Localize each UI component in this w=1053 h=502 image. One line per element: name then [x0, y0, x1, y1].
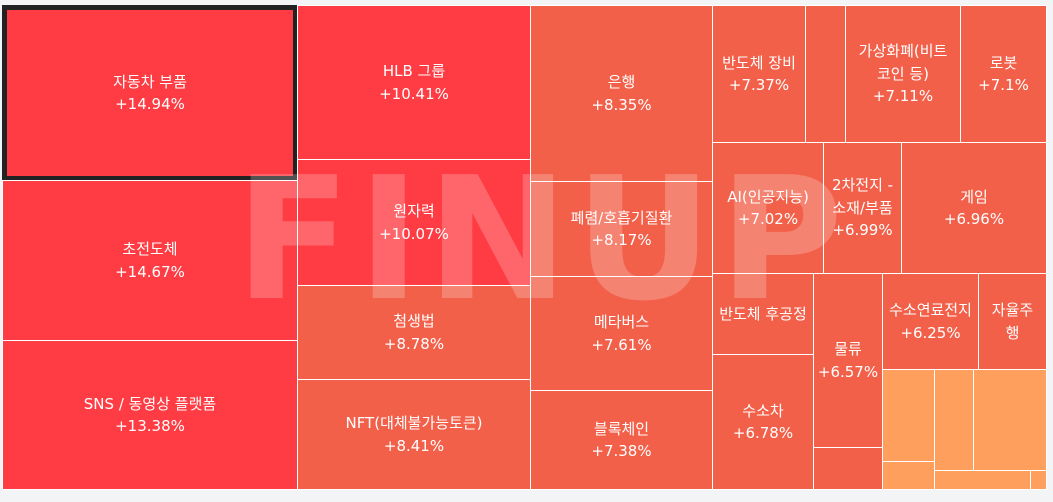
- tile-name: 가상화폐(비트코인 등): [858, 42, 948, 83]
- tile-name: 은행: [607, 73, 636, 91]
- tile-name: 메타버스: [593, 313, 650, 331]
- treemap-tile[interactable]: 블록체인 +7.38%: [530, 390, 713, 490]
- tile-value: +7.11%: [872, 87, 934, 106]
- treemap-tile[interactable]: [1030, 470, 1047, 490]
- treemap-tile[interactable]: [882, 461, 935, 490]
- treemap-tile[interactable]: HLB 그룹 +10.41%: [297, 5, 531, 160]
- tile-value: +8.78%: [383, 334, 445, 353]
- treemap-tile[interactable]: 은행 +8.35%: [530, 5, 713, 182]
- tile-name: HLB 그룹: [382, 62, 446, 80]
- tile-value: +6.96%: [943, 210, 1005, 228]
- tile-value: +10.41%: [379, 84, 449, 103]
- tile-value: +7.02%: [737, 210, 799, 228]
- treemap-tile[interactable]: 수소연료전지 +6.25%: [882, 273, 979, 370]
- tile-value: +14.67%: [115, 262, 185, 281]
- tile-name: 자동차 부품: [113, 72, 187, 91]
- tile-value: +6.78%: [732, 424, 794, 442]
- tile-value: +14.94%: [115, 95, 185, 113]
- tile-name: SNS / 동영상 플랫폼: [83, 394, 217, 413]
- treemap-tile[interactable]: 로봇 +7.1%: [960, 5, 1047, 143]
- treemap-tile[interactable]: AI(인공지능) +7.02%: [712, 142, 824, 274]
- tile-value: +8.35%: [591, 95, 652, 114]
- tile-name: 수소연료전지: [889, 301, 972, 319]
- treemap-tile[interactable]: [882, 369, 935, 462]
- treemap-tile[interactable]: 반도체 후공정: [712, 273, 814, 355]
- tile-name: 원자력: [393, 202, 435, 220]
- tile-name: 수소차: [742, 401, 784, 420]
- tile-value: +7.1%: [978, 76, 1029, 94]
- tile-name: 물류: [834, 340, 862, 358]
- tile-name: 2차전지 - 소재/부품: [831, 176, 894, 217]
- treemap-tile[interactable]: 물류 +6.57%: [813, 273, 883, 448]
- treemap-tile[interactable]: 폐렴/호흡기질환 +8.17%: [530, 181, 713, 277]
- treemap-tile[interactable]: 원자력 +10.07%: [297, 159, 531, 286]
- tile-value: +6.25%: [900, 323, 961, 342]
- tile-name: 첨생법: [393, 312, 435, 330]
- tile-name: 반도체 후공정: [719, 304, 807, 323]
- treemap-tile[interactable]: 첨생법 +8.78%: [297, 285, 531, 380]
- treemap-tile[interactable]: 반도체 장비 +7.37%: [712, 5, 806, 143]
- tile-value: +7.38%: [591, 442, 652, 460]
- treemap-tile[interactable]: [813, 447, 883, 490]
- treemap-tile[interactable]: [805, 5, 846, 143]
- treemap-tile[interactable]: [973, 369, 1047, 471]
- tile-value: +13.38%: [115, 417, 185, 435]
- tile-value: +10.07%: [379, 224, 449, 243]
- tile-value: +7.37%: [728, 76, 790, 94]
- tile-name: 초전도체: [122, 240, 178, 258]
- tile-name: NFT(대체불가능토큰): [345, 414, 483, 432]
- tile-name: 로봇: [989, 53, 1018, 72]
- tile-value: +6.99%: [832, 221, 893, 240]
- treemap-tile[interactable]: 2차전지 - 소재/부품 +6.99%: [823, 142, 902, 274]
- treemap-tile[interactable]: [934, 369, 974, 471]
- tile-name: 게임: [960, 187, 988, 206]
- treemap-tile[interactable]: 자율주행: [978, 273, 1047, 370]
- tile-value: +8.17%: [591, 231, 652, 249]
- treemap-tile[interactable]: SNS / 동영상 플랫폼 +13.38%: [2, 340, 298, 490]
- tile-value: +8.41%: [383, 436, 445, 455]
- treemap-tile[interactable]: NFT(대체불가능토큰) +8.41%: [297, 379, 531, 490]
- treemap-tile[interactable]: 초전도체 +14.67%: [2, 180, 298, 341]
- treemap-tile[interactable]: 가상화폐(비트코인 등) +7.11%: [845, 5, 961, 143]
- tile-name: 블록체인: [593, 419, 650, 438]
- tile-name: 폐렴/호흡기질환: [570, 208, 673, 227]
- tile-name: AI(인공지능): [727, 187, 809, 206]
- treemap-tile[interactable]: 수소차 +6.78%: [712, 354, 814, 490]
- treemap-tile[interactable]: 자동차 부품 +14.94%: [2, 5, 298, 181]
- tile-value: +6.57%: [817, 362, 879, 381]
- tile-name: 반도체 장비: [722, 53, 796, 72]
- tile-name: 자율주행: [991, 301, 1034, 342]
- treemap-tile[interactable]: 메타버스 +7.61%: [530, 276, 713, 391]
- tile-value: +7.61%: [591, 335, 652, 354]
- treemap-tile[interactable]: 게임 +6.96%: [901, 142, 1047, 274]
